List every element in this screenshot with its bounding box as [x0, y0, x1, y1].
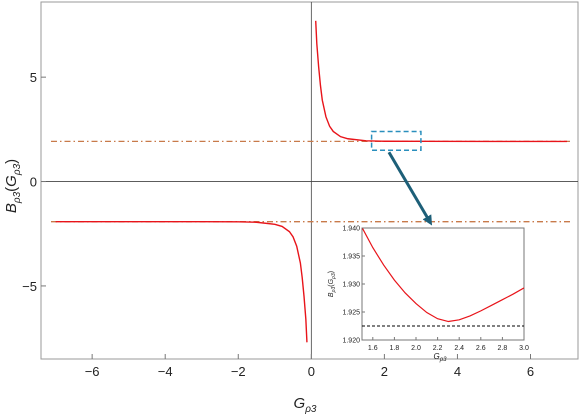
main-y-axis-label-arg: G — [3, 175, 20, 187]
main-y-tick-label: 0 — [30, 175, 37, 190]
main-x-tick-label: 4 — [454, 364, 461, 379]
inset-x-tick-label: 1.8 — [390, 345, 400, 352]
main-series-curve-branch-2 — [315, 20, 568, 143]
main-y-axis-label: Bρ3(Gρ3) — [3, 159, 23, 213]
zoom-region-box — [370, 130, 422, 151]
inset-y-tick-label: 1.930 — [342, 282, 360, 289]
inset-y-tick-label: 1.925 — [342, 310, 360, 317]
main-y-axis-label-sub: ρ3 — [12, 191, 23, 204]
main-x-ticks: −6 −4 −2 0 2 4 6 — [85, 354, 534, 379]
inset-series-curve — [362, 228, 524, 323]
inset-x-tick-label: 2.4 — [454, 345, 464, 352]
inset-y-ticks: 1.920 1.925 1.930 1.935 1.940 — [342, 226, 365, 345]
inset-x-ticks: 1.6 1.8 2.0 2.2 2.4 2.6 2.8 3.0 — [368, 337, 529, 352]
inset-y-axis-label: Bρ3(Gρ3) — [328, 271, 337, 297]
inset-x-axis-label: Gρ3 — [433, 352, 447, 363]
inset-x-tick-label: 1.6 — [368, 345, 378, 352]
main-x-tick-label: −4 — [158, 364, 173, 379]
zoom-arrow — [387, 151, 433, 226]
inset-x-tick-label: 2.6 — [476, 345, 486, 352]
inset-y-tick-label: 1.940 — [342, 226, 360, 233]
main-y-tick-label: 5 — [30, 70, 37, 85]
main-y-ticks: −5 0 5 — [22, 70, 46, 294]
main-x-axis-label: Gρ3 — [294, 395, 317, 415]
main-x-tick-label: −2 — [231, 364, 246, 379]
inset-plot-background — [361, 227, 525, 341]
inset-y-tick-label: 1.920 — [342, 338, 360, 345]
inset-x-tick-label: 3.0 — [519, 345, 529, 352]
main-x-tick-label: 2 — [381, 364, 388, 379]
inset-x-tick-label: 2.8 — [498, 345, 508, 352]
inset-y-tick-label: 1.935 — [342, 254, 360, 261]
inset-plot: 1.6 1.8 2.0 2.2 2.4 2.6 2.8 3.0 1.920 1.925 1.930… — [328, 226, 529, 364]
main-series-curve-branch-1 — [55, 220, 308, 343]
main-x-tick-label: −6 — [85, 364, 100, 379]
main-plot: −6 −4 −2 0 2 4 6 −5 0 5 Gρ3 Bρ3(Gρ3) — [3, 1, 579, 415]
main-x-axis-label-sub: ρ3 — [304, 404, 317, 415]
inset-x-tick-label: 2.2 — [433, 345, 443, 352]
main-y-tick-label: −5 — [22, 279, 37, 294]
main-y-axis-label-arg-sub: ρ3 — [12, 163, 23, 176]
inset-x-tick-label: 2.0 — [411, 345, 421, 352]
main-plot-frame — [40, 1, 579, 360]
main-x-tick-label: 6 — [527, 364, 534, 379]
main-x-tick-label: 0 — [308, 364, 315, 379]
